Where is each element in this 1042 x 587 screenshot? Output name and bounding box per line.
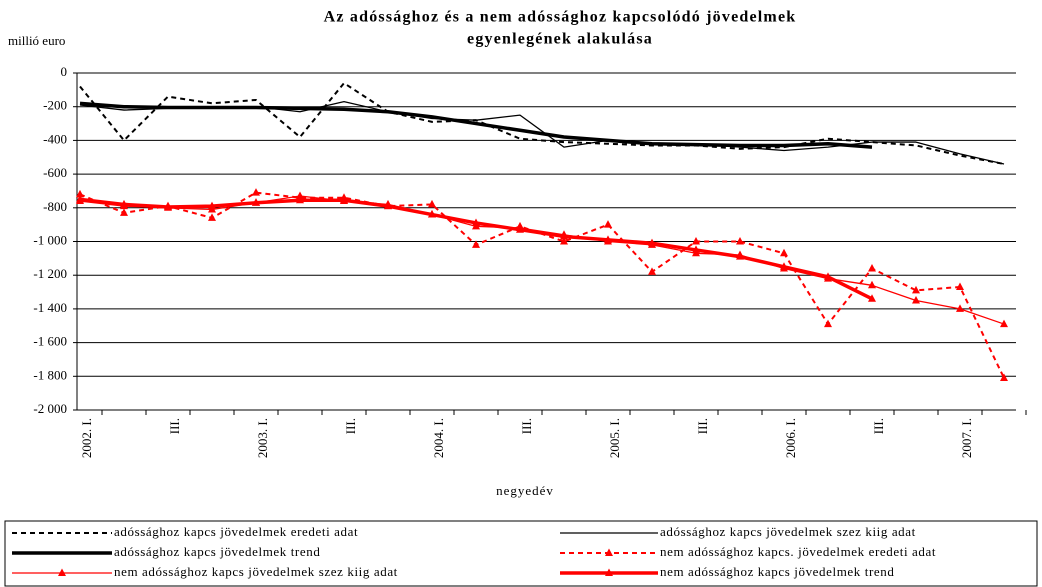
x-tick-label: 2003. I. — [255, 418, 270, 458]
point-marker — [120, 208, 128, 216]
point-marker — [912, 285, 920, 294]
point-marker — [912, 295, 920, 304]
point-marker — [252, 188, 260, 196]
point-marker — [428, 199, 436, 208]
legend-box — [4, 520, 1038, 587]
chart-title: Az adóssághoz és a nem adóssághoz kapcso… — [324, 9, 797, 26]
x-tick-label: III. — [871, 418, 886, 434]
legend-marker — [605, 568, 613, 576]
x-tick-label: III. — [695, 418, 710, 434]
point-marker — [428, 210, 436, 218]
point-marker — [868, 263, 876, 272]
point-marker — [76, 189, 84, 198]
point-marker — [560, 231, 568, 240]
legend-label: adóssághoz kapcs jövedelmek trend — [114, 544, 320, 559]
point-marker — [780, 262, 788, 270]
point-marker — [868, 294, 876, 302]
point-marker — [648, 267, 656, 275]
y-tick-label: -1 400 — [33, 300, 67, 315]
point-marker — [472, 240, 480, 248]
series-line — [79, 191, 1005, 379]
point-marker — [516, 225, 524, 233]
x-tick-label: 2006. I. — [783, 418, 798, 458]
legend-marker — [58, 568, 66, 576]
legend-label: adóssághoz kapcs jövedelmek szez kiig ad… — [660, 524, 916, 539]
y-tick-label: -1 800 — [33, 367, 67, 382]
x-tick-label: 2005. I. — [607, 418, 622, 458]
point-marker — [384, 201, 392, 210]
point-marker — [120, 199, 128, 208]
y-tick-label: 0 — [61, 64, 68, 79]
point-marker — [692, 245, 700, 253]
y-axis-label: millió euro — [8, 33, 65, 48]
point-marker — [472, 218, 480, 226]
y-tick-label: -1 600 — [33, 334, 67, 349]
point-marker — [1000, 319, 1008, 328]
point-marker — [868, 280, 876, 289]
point-marker — [76, 194, 84, 203]
point-marker — [604, 235, 612, 243]
point-marker — [164, 202, 172, 210]
y-tick-label: -1 000 — [33, 232, 67, 247]
point-marker — [1000, 373, 1008, 381]
point-marker — [736, 252, 744, 260]
point-marker — [956, 282, 964, 290]
point-marker — [296, 191, 304, 200]
point-marker — [252, 198, 260, 206]
x-tick-label: 2004. I. — [431, 418, 446, 458]
point-marker — [648, 238, 656, 247]
series-line — [79, 197, 873, 301]
point-marker — [296, 195, 304, 204]
legend-label: nem adóssághoz kapcs jövedelmek trend — [660, 564, 894, 579]
legend-label: nem adóssághoz kapcs jövedelmek szez kii… — [114, 564, 398, 579]
point-marker — [824, 319, 832, 328]
chart-title: egyenlegének alakulása — [467, 31, 653, 48]
x-axis-label: negyedév — [496, 483, 554, 498]
point-marker — [560, 237, 568, 245]
x-tick-label: III. — [519, 418, 534, 434]
y-tick-label: -600 — [43, 165, 67, 180]
legend-label: adóssághoz kapcs jövedelmek eredeti adat — [114, 524, 358, 539]
series-line — [79, 82, 1005, 165]
x-tick-label: 2002. I. — [79, 418, 94, 458]
series-line — [79, 101, 873, 149]
y-tick-label: -800 — [43, 199, 67, 214]
point-marker — [208, 201, 216, 210]
x-tick-label: III. — [343, 418, 358, 434]
y-tick-label: -200 — [43, 98, 67, 113]
x-tick-label: III. — [167, 418, 182, 434]
point-marker — [692, 237, 700, 245]
point-marker — [340, 195, 348, 204]
point-marker — [604, 220, 612, 228]
x-tick-label: 2007. I. — [959, 418, 974, 458]
point-marker — [736, 237, 744, 245]
legend-label: nem adóssághoz kapcs. jövedelmek eredeti… — [660, 544, 936, 559]
y-tick-label: -2 000 — [33, 401, 67, 416]
y-tick-label: -1 200 — [33, 266, 67, 281]
legend-marker — [605, 548, 613, 556]
y-tick-label: -400 — [43, 131, 67, 146]
point-marker — [780, 248, 788, 257]
point-marker — [824, 272, 832, 280]
point-marker — [956, 304, 964, 312]
point-marker — [208, 213, 216, 221]
